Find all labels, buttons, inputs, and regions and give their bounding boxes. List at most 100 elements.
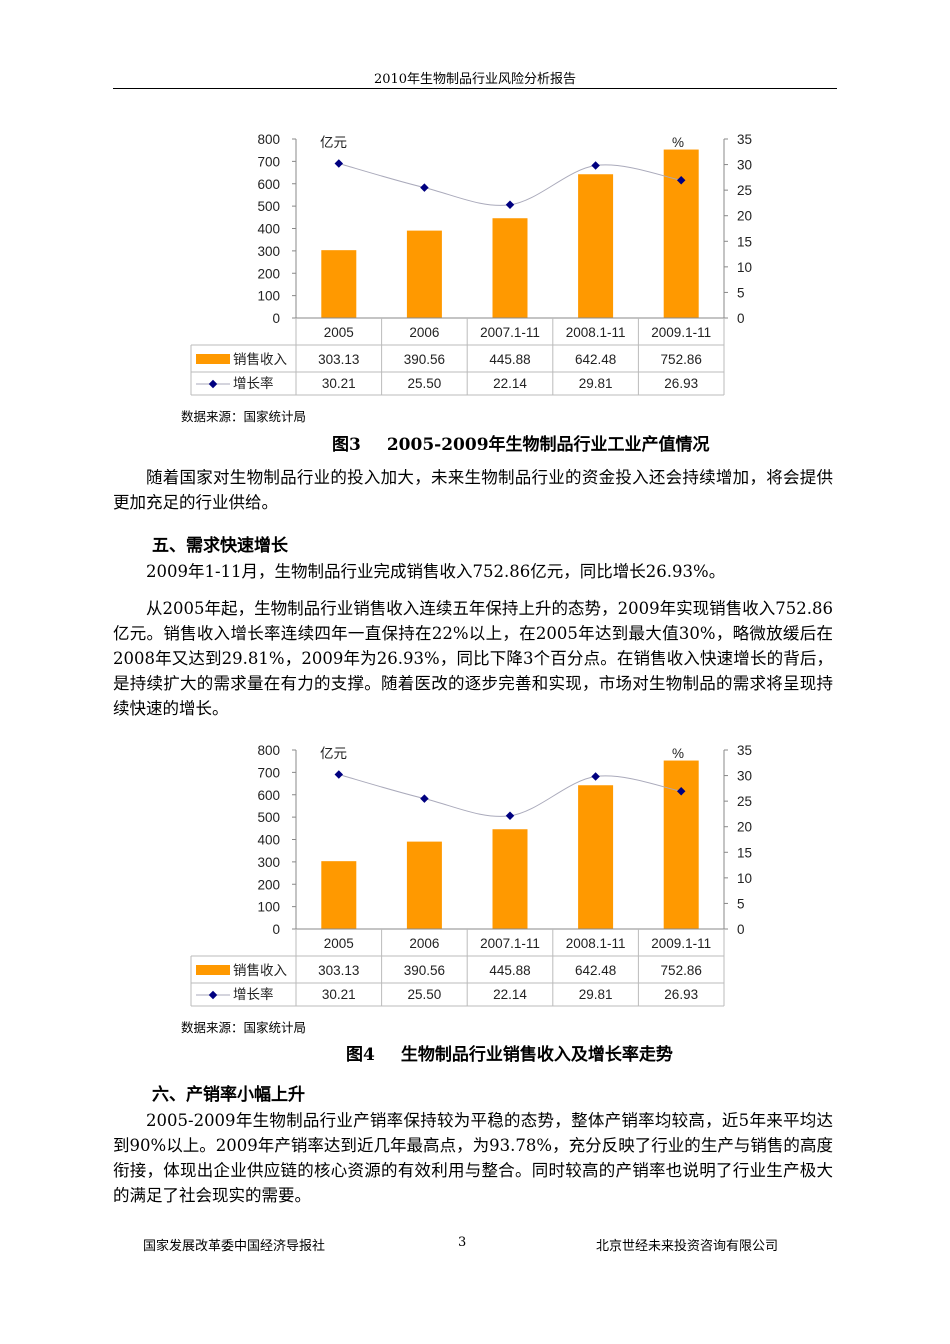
growth-value: 30.21	[322, 987, 356, 1002]
right-tick-label: 10	[737, 871, 752, 886]
growth-marker	[334, 770, 344, 779]
right-tick-label: 15	[737, 234, 752, 249]
caption-text: 生物制品行业销售收入及增长率走势	[400, 1045, 673, 1065]
category-label: 2006	[409, 936, 439, 951]
paragraph: 随着国家对生物制品行业的投入加大，未来生物制品行业的资金投入还会持续增加，将会提…	[113, 468, 833, 512]
legend-marker	[208, 990, 218, 1000]
growth-marker	[334, 159, 344, 168]
sales-value: 390.56	[404, 963, 445, 978]
growth-line	[338, 774, 682, 817]
legend-growth: 增长率	[233, 375, 274, 391]
left-unit-label: 亿元	[320, 135, 347, 150]
left-tick-label: 700	[257, 154, 280, 169]
bar	[321, 861, 357, 929]
header-rule	[113, 88, 837, 89]
left-tick-label: 200	[257, 266, 280, 281]
bar	[578, 174, 614, 318]
bar	[321, 250, 357, 318]
sales-value: 445.88	[489, 963, 530, 978]
right-tick-label: 20	[737, 209, 752, 224]
growth-marker	[420, 183, 429, 192]
right-unit-label: %	[672, 746, 684, 761]
category-label: 2007.1-11	[480, 325, 540, 340]
sales-value: 642.48	[575, 963, 616, 978]
growth-marker	[591, 772, 600, 781]
left-tick-label: 300	[257, 244, 280, 259]
legend-sales: 销售收入	[233, 963, 287, 978]
left-tick-label: 100	[257, 289, 280, 304]
paragraph: 2005-2009年生物制品行业产销率保持较为平稳的态势，整体产销率均较高，近5…	[113, 1111, 833, 1205]
bar	[578, 785, 614, 929]
right-tick-label: 5	[737, 896, 745, 911]
growth-value: 29.81	[579, 376, 613, 391]
right-tick-label: 35	[737, 743, 752, 758]
sales-value: 303.13	[318, 963, 359, 978]
caption-number: 图4	[346, 1045, 375, 1065]
sales-value: 303.13	[318, 352, 359, 367]
left-tick-label: 300	[257, 855, 280, 870]
right-tick-label: 25	[737, 183, 752, 198]
caption-text: 2005-2009年生物制品行业工业产值情况	[386, 435, 710, 455]
growth-value: 25.50	[408, 987, 442, 1002]
legend-growth: 增长率	[233, 986, 274, 1002]
left-tick-label: 0	[272, 922, 280, 937]
paragraph: 2009年1-11月，生物制品行业完成销售收入752.86亿元，同比增长26.9…	[146, 562, 726, 581]
right-tick-label: 35	[737, 132, 752, 147]
bar	[492, 829, 528, 929]
right-tick-label: 30	[737, 769, 752, 784]
growth-value: 30.21	[322, 376, 356, 391]
category-label: 2008.1-11	[566, 936, 626, 951]
growth-value: 22.14	[493, 987, 527, 1002]
figure-3-caption: 图3 2005-2009年生物制品行业工业产值情况	[332, 430, 710, 455]
section-heading: 六、产销率小幅上升	[152, 1085, 305, 1105]
growth-value: 29.81	[579, 987, 613, 1002]
right-unit-label: %	[672, 135, 684, 150]
left-tick-label: 400	[257, 222, 280, 237]
right-tick-label: 0	[737, 311, 745, 326]
left-tick-label: 600	[257, 788, 280, 803]
left-tick-label: 700	[257, 765, 280, 780]
left-tick-label: 500	[257, 199, 280, 214]
figure-4-source: 数据来源：国家统计局	[181, 1020, 307, 1035]
bar	[663, 149, 699, 318]
growth-line	[338, 163, 682, 206]
right-tick-label: 30	[737, 158, 752, 173]
figure-3-source: 数据来源：国家统计局	[181, 409, 307, 424]
left-tick-label: 500	[257, 810, 280, 825]
page-number: 3	[458, 1235, 467, 1250]
right-tick-label: 10	[737, 260, 752, 275]
growth-marker	[505, 200, 515, 210]
growth-value: 22.14	[493, 376, 527, 391]
growth-value: 26.93	[664, 987, 698, 1002]
legend-sales: 销售收入	[233, 352, 287, 367]
sales-value: 752.86	[661, 352, 702, 367]
right-tick-label: 5	[737, 285, 745, 300]
legend-marker	[208, 379, 218, 389]
left-unit-label: 亿元	[320, 746, 347, 761]
category-label: 2009.1-11	[651, 936, 711, 951]
sales-value: 642.48	[575, 352, 616, 367]
bar	[492, 218, 528, 318]
right-tick-label: 0	[737, 922, 745, 937]
growth-value: 25.50	[408, 376, 442, 391]
bar	[663, 760, 699, 929]
running-header: 2010年生物制品行业风险分析报告	[373, 72, 577, 87]
sales-value: 752.86	[661, 963, 702, 978]
left-tick-label: 600	[257, 177, 280, 192]
right-tick-label: 20	[737, 820, 752, 835]
right-tick-label: 15	[737, 845, 752, 860]
category-label: 2005	[324, 325, 354, 340]
category-label: 2008.1-11	[566, 325, 626, 340]
right-tick-label: 25	[737, 794, 752, 809]
growth-marker	[505, 811, 515, 821]
left-tick-label: 800	[257, 132, 280, 147]
section-heading: 五、需求快速增长	[152, 536, 288, 556]
footer-right: 北京世经未来投资咨询有限公司	[596, 1239, 779, 1254]
sales-value: 390.56	[404, 352, 445, 367]
legend-bar-swatch	[196, 354, 230, 364]
paragraph: 从2005年起，生物制品行业销售收入连续五年保持上升的态势，2009年实现销售收…	[113, 599, 833, 718]
footer-left: 国家发展改革委中国经济导报社	[143, 1239, 326, 1254]
caption-number: 图3	[332, 435, 361, 455]
left-tick-label: 0	[272, 311, 280, 326]
